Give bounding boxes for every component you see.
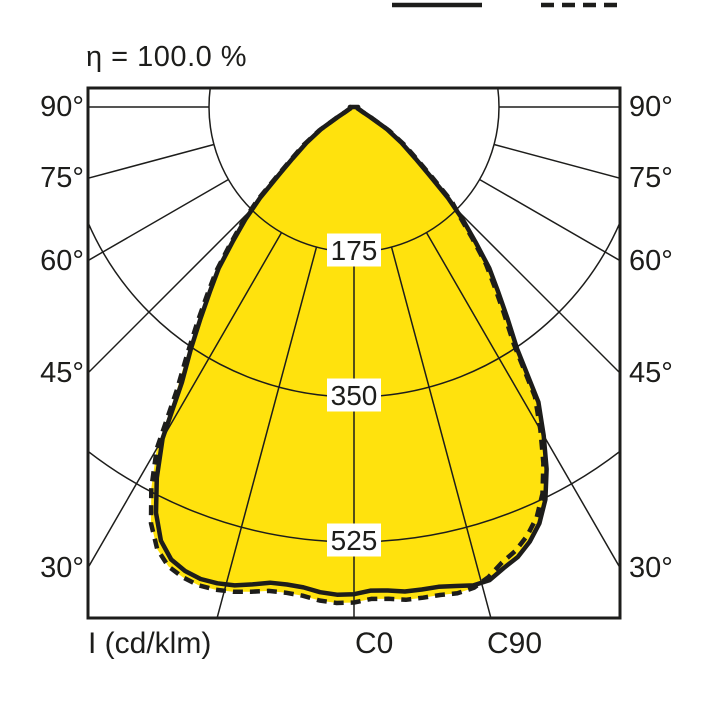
intensity-tick-label: 525 [331, 525, 378, 556]
angle-label-left-30: 30° [40, 552, 84, 584]
legend-c90-label: C90 [487, 627, 543, 660]
intensity-tick-350: 350 [327, 378, 381, 412]
angle-label-right-60: 60° [629, 245, 673, 277]
angle-label-right-30: 30° [629, 552, 673, 584]
radial-grid-line-45 [456, 209, 620, 375]
legend-c0-label: C0 [355, 627, 394, 660]
radial-grid-line-30 [425, 232, 620, 570]
angle-label-left-75: 75° [40, 162, 84, 194]
intensity-tick-label: 175 [331, 235, 378, 266]
intensity-tick-175: 175 [327, 233, 381, 267]
efficiency-label: η = 100.0 % [86, 41, 248, 73]
radial-grid-line--45 [88, 209, 252, 375]
legend-c0-solid-line-sample [392, 2, 482, 8]
intensity-axis-label: I (cd/klm) [88, 627, 212, 660]
radial-grid-line-75 [493, 143, 620, 180]
angle-label-right-45: 45° [629, 357, 673, 389]
radial-grid-line--75 [88, 143, 215, 180]
radial-grid-line-60 [479, 178, 620, 262]
c90-curve [148, 104, 546, 606]
angle-label-left-60: 60° [40, 245, 84, 277]
beam-fill [151, 107, 547, 603]
angle-label-left-45: 45° [40, 357, 84, 389]
angle-label-left-90: 90° [40, 91, 84, 123]
radial-grid-line--60 [88, 178, 229, 262]
angle-label-right-75: 75° [629, 162, 673, 194]
angle-label-right-90: 90° [629, 91, 673, 123]
intensity-tick-label: 350 [331, 380, 378, 411]
plot-border [86, 86, 622, 620]
legend-c90-dashed-line-sample [541, 2, 619, 8]
radial-grid-line--30 [88, 232, 283, 570]
intensity-tick-525: 525 [327, 523, 381, 557]
